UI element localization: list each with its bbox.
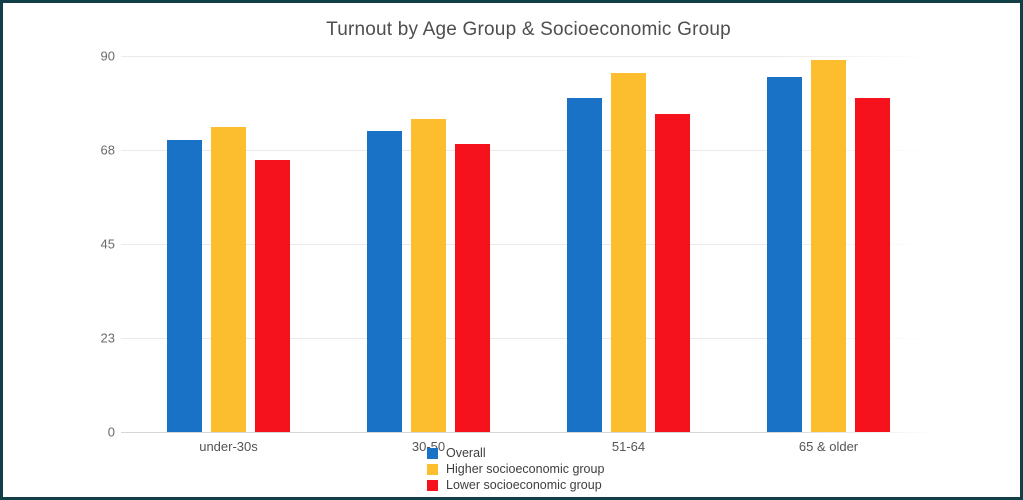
bar [655, 114, 690, 432]
x-tick-label: 65 & older [798, 439, 859, 454]
bar [855, 97, 890, 432]
gridline [121, 150, 936, 151]
bar [455, 143, 490, 432]
y-tick-label: 23 [100, 330, 115, 346]
legend-item: Overall [427, 446, 604, 460]
x-tick-label: 51-64 [611, 439, 646, 454]
y-tick-label: 45 [100, 236, 115, 252]
bar [811, 60, 846, 432]
bar [411, 118, 446, 432]
gridline [121, 432, 936, 433]
bar [611, 72, 646, 432]
x-tick-label: under-30s [199, 439, 258, 454]
legend-label: Overall [446, 446, 486, 460]
bar [211, 127, 246, 432]
bar [367, 131, 402, 432]
y-tick-label: 68 [100, 142, 115, 158]
bar [255, 160, 290, 432]
gridline [121, 56, 936, 57]
y-tick-label: 90 [100, 48, 115, 64]
gridline [121, 244, 936, 245]
bar [567, 97, 602, 432]
legend-swatch [427, 463, 438, 475]
legend-label: Higher socioeconomic group [446, 462, 605, 476]
legend-label: Lower socioeconomic group [446, 478, 602, 492]
gridline [121, 338, 936, 339]
y-tick-label: 0 [107, 424, 115, 440]
legend-swatch [427, 479, 438, 491]
legend: Overall Higher socioeconomic group Lower s… [427, 446, 605, 492]
bar [767, 76, 802, 432]
chart-title: Turnout by Age Group & Socioeconomic Gro… [326, 19, 731, 40]
legend-item: Lower socioeconomic group [427, 478, 604, 492]
bar [167, 139, 202, 432]
legend-item: Higher socioeconomic group [427, 462, 605, 476]
legend-swatch [427, 447, 438, 459]
